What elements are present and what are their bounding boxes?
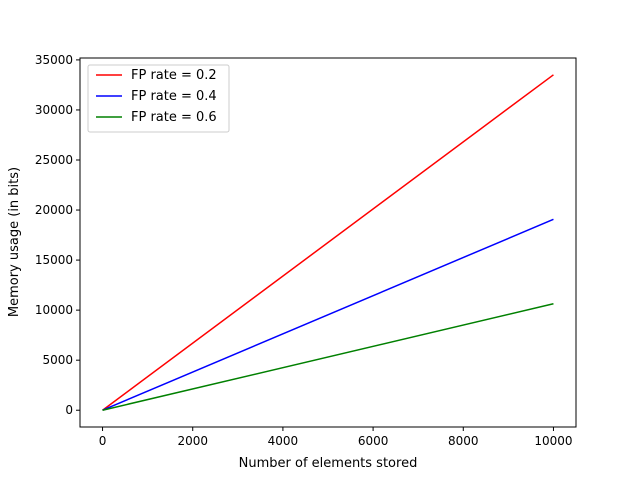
y-tick-label-3: 15000 bbox=[35, 253, 73, 267]
series-layer bbox=[102, 74, 554, 411]
series-line-1 bbox=[102, 218, 554, 411]
legend-label-0: FP rate = 0.2 bbox=[131, 68, 217, 83]
y-axis-ticks: 0 5000 10000 15000 20000 25000 30000 35000 bbox=[35, 53, 80, 417]
x-tick-label-0: 0 bbox=[99, 434, 107, 448]
x-tick-label-1: 2000 bbox=[177, 434, 208, 448]
y-tick-label-2: 10000 bbox=[35, 303, 73, 317]
x-axis-label: Number of elements stored bbox=[239, 456, 418, 471]
legend-items: FP rate = 0.2 FP rate = 0.4 FP rate = 0.6 bbox=[96, 68, 217, 125]
legend-frame bbox=[87, 64, 230, 133]
x-tick-label-5: 10000 bbox=[534, 434, 572, 448]
legend-label-2: FP rate = 0.6 bbox=[131, 110, 217, 125]
y-tick-label-0: 0 bbox=[65, 403, 73, 417]
y-tick-label-6: 30000 bbox=[35, 103, 73, 117]
y-tick-label-7: 35000 bbox=[35, 53, 73, 67]
x-axis-ticks: 0 2000 4000 6000 8000 10000 bbox=[99, 427, 573, 448]
y-tick-label-1: 5000 bbox=[42, 353, 73, 367]
series-line-2 bbox=[102, 303, 554, 411]
y-axis-label: Memory usage (in bits) bbox=[7, 167, 22, 317]
axes-frame bbox=[79, 57, 577, 428]
legend-label-1: FP rate = 0.4 bbox=[131, 89, 217, 104]
x-tick-label-2: 4000 bbox=[268, 434, 299, 448]
series-line-0 bbox=[102, 74, 554, 411]
x-tick-label-3: 6000 bbox=[358, 434, 389, 448]
legend: FP rate = 0.2 FP rate = 0.4 FP rate = 0.6 bbox=[87, 64, 230, 133]
y-tick-label-4: 20000 bbox=[35, 203, 73, 217]
x-tick-label-4: 8000 bbox=[448, 434, 479, 448]
y-tick-label-5: 25000 bbox=[35, 153, 73, 167]
